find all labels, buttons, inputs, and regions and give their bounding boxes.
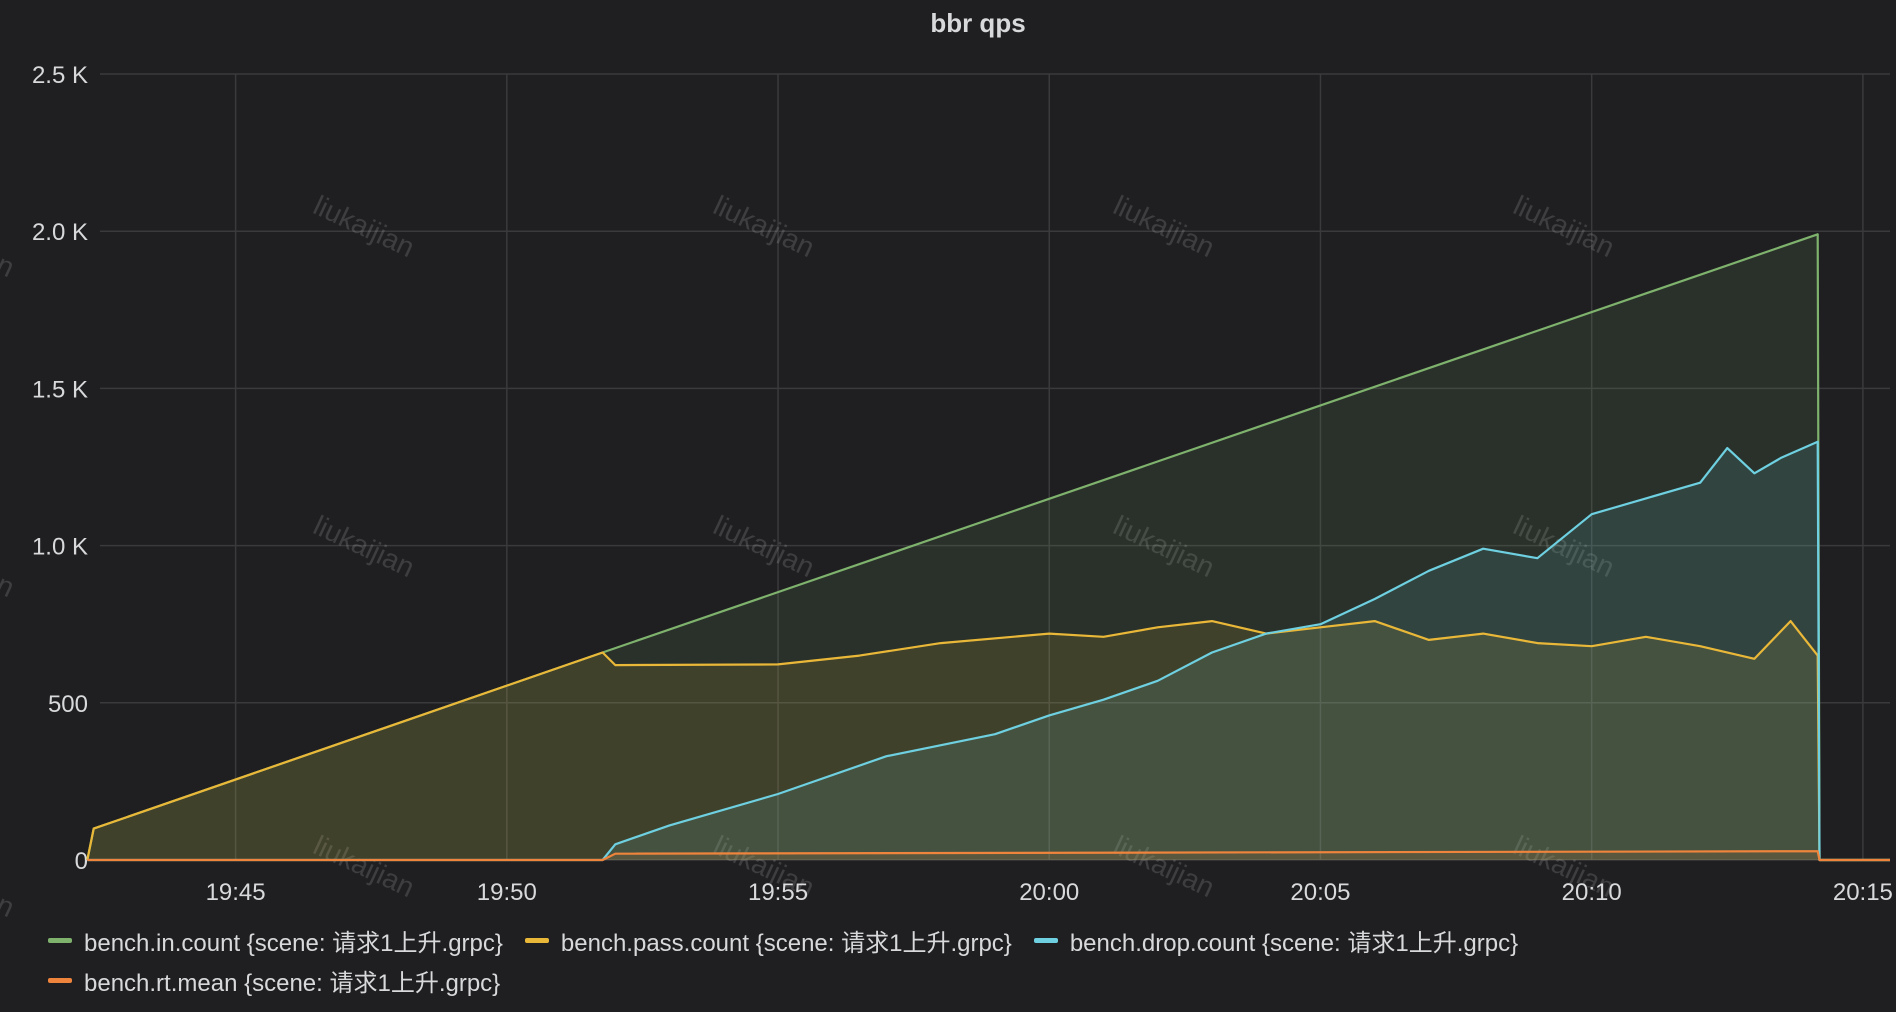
panel-title: bbr qps — [930, 8, 1025, 38]
y-tick-label: 2.0 K — [32, 219, 88, 246]
legend-label: bench.pass.count {scene: 请求1上升.grpc} — [560, 929, 1012, 957]
legend-item-drop[interactable]: bench.drop.count {scene: 请求1上升.grpc} — [1033, 923, 1519, 958]
legend-swatch — [524, 937, 549, 943]
x-tick-label: 20:15 — [1833, 879, 1893, 906]
legend-swatch — [48, 937, 72, 943]
legend: bench.in.count {scene: 请求1上升.grpc} bench.… — [48, 920, 1888, 1000]
x-tick-label: 20:10 — [1562, 879, 1622, 906]
x-tick-label: 19:50 — [477, 879, 537, 906]
series-area-in — [87, 234, 1890, 861]
series-line-pass — [86, 620, 1890, 862]
legend-label: bench.rt.mean {scene: 请求1上升.grpc} — [84, 969, 501, 997]
series-line-drop — [87, 440, 1890, 862]
legend-item-in[interactable]: bench.in.count {scene: 请求1上升.grpc} — [48, 923, 503, 958]
y-tick-label: 0 — [75, 848, 88, 875]
legend-row: bench.in.count {scene: 请求1上升.grpc} bench.… — [48, 920, 1888, 960]
legend-label: bench.drop.count {scene: 请求1上升.grpc} — [1069, 929, 1519, 957]
x-tick-label: 20:05 — [1290, 879, 1350, 906]
series-area-rt — [87, 851, 1890, 860]
series-area-drop — [87, 441, 1890, 860]
legend-label: bench.in.count {scene: 请求1上升.grpc} — [84, 929, 503, 957]
y-tick-label: 2.5 K — [32, 62, 88, 89]
legend-item-pass[interactable]: bench.pass.count {scene: 请求1上升.grpc} — [524, 923, 1012, 958]
y-tick-label: 500 — [48, 691, 88, 718]
x-tick-label: 20:00 — [1019, 879, 1079, 906]
series-area-pass — [87, 621, 1890, 860]
legend-row: bench.rt.mean {scene: 请求1上升.grpc} — [48, 960, 1888, 1000]
legend-swatch — [48, 977, 72, 983]
series-line-rt — [87, 850, 1890, 862]
y-tick-label: 1.0 K — [32, 534, 88, 561]
x-tick-label: 19:55 — [748, 879, 808, 906]
y-tick-label: 1.5 K — [32, 376, 88, 403]
legend-item-rt[interactable]: bench.rt.mean {scene: 请求1上升.grpc} — [48, 963, 500, 998]
x-tick-label: 19:45 — [206, 879, 266, 906]
legend-swatch — [1033, 937, 1058, 943]
